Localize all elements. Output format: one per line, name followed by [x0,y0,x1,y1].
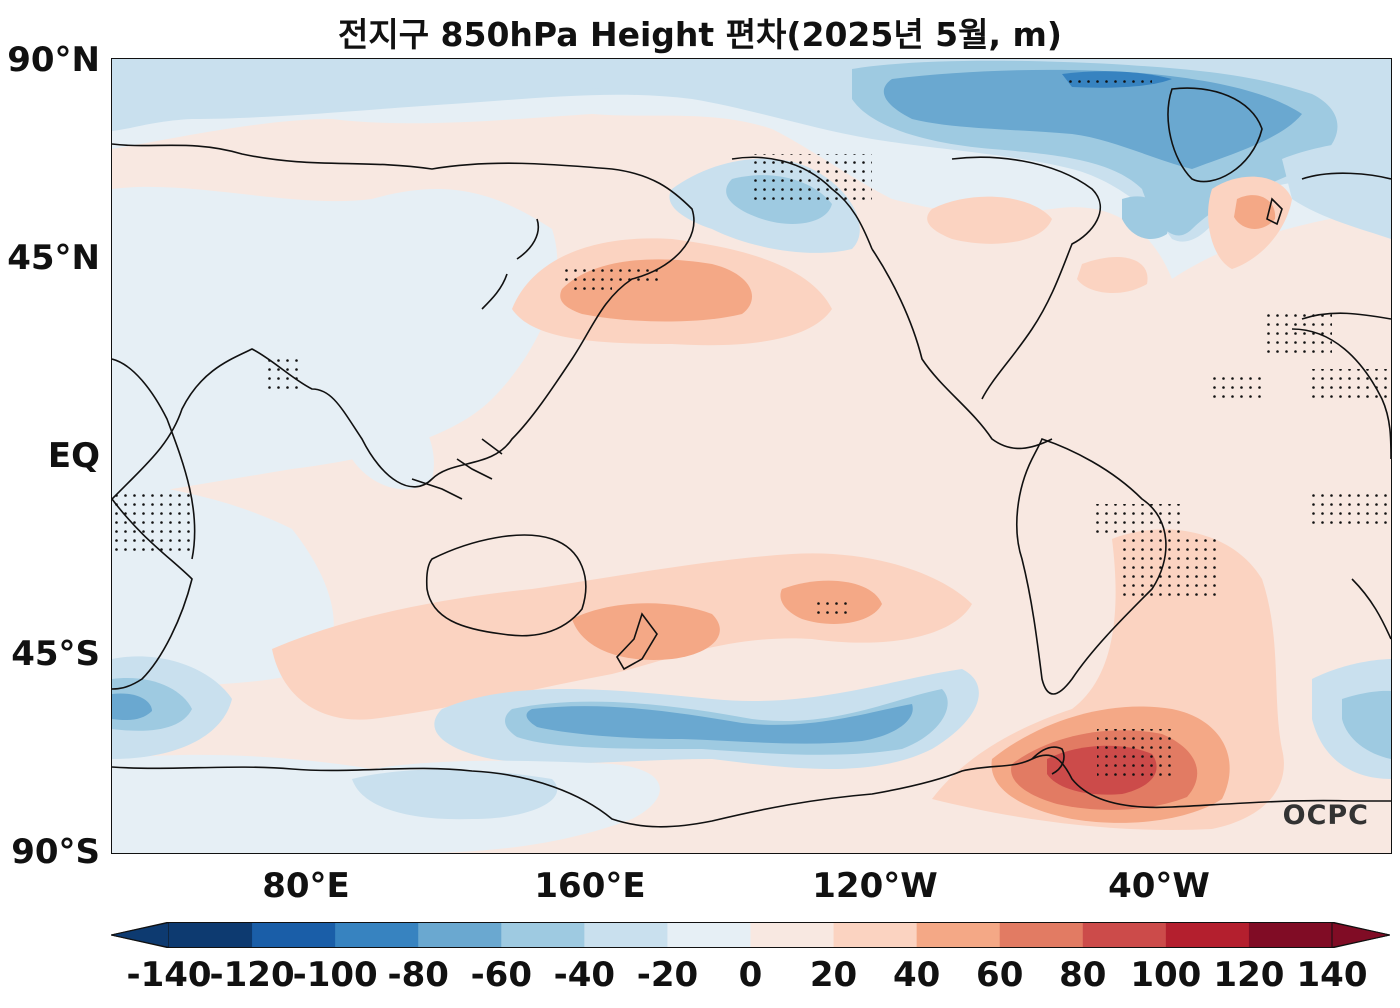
colorbar-bin [750,922,835,948]
colorbar-tick-label: 60 [976,955,1024,995]
colorbar-tick-label: 20 [809,955,858,995]
colorbar-bin [501,922,585,948]
lon-label-80e: 80°E [262,866,350,906]
colorbar-bin [252,922,336,948]
lat-label-45s: 45°S [11,634,100,674]
ocpc-logo: OCPC [1282,800,1369,831]
colorbar [111,922,1390,948]
anomaly-map [112,59,1391,853]
lat-label-90s: 90°S [11,832,100,872]
colorbar-tick-label: 0 [738,955,763,995]
colorbar-tick-label: -120 [209,955,295,995]
colorbar-bin [584,922,668,948]
colorbar-tick-label: -40 [553,955,616,995]
colorbar-bin [1082,922,1167,948]
lon-label-40w: 40°W [1108,866,1210,906]
colorbar-tick-label: 140 [1296,955,1368,995]
lat-label-eq: EQ [47,436,100,476]
map-panel: OCPC [111,58,1392,854]
lon-label-120w: 120°W [812,866,938,906]
lon-label-160e: 160°E [534,866,646,906]
colorbar-bin [833,922,918,948]
colorbar-extend-high [1331,922,1390,948]
colorbar-tick-label: -20 [636,955,699,995]
colorbar-tick-label: -80 [387,955,449,995]
colorbar-bin [916,922,1001,948]
colorbar-tick-label: 120 [1213,955,1285,995]
lat-label-45n: 45°N [7,238,100,278]
chart-title: 전지구 850hPa Height 편차(2025년 5월, m) [337,15,1062,54]
significance-stippling [112,77,1391,779]
colorbar-extend-low [111,922,170,948]
colorbar-tick-label: -100 [292,955,378,995]
colorbar-bin [169,922,253,948]
colorbar-bin [418,922,502,948]
colorbar-bin [667,922,751,948]
colorbar-bin [1165,922,1250,948]
colorbar-tick-label: 80 [1059,955,1107,995]
colorbar-bin [1248,922,1333,948]
colorbar-tick-label: -140 [126,955,212,995]
lat-label-90n: 90°N [7,40,100,80]
colorbar-tick-label: 100 [1130,955,1202,995]
colorbar-tick-label: 40 [892,955,941,995]
colorbar-tick-label: -60 [470,955,532,995]
colorbar-bin [999,922,1084,948]
coastlines [112,87,1391,828]
colorbar-bin [335,922,419,948]
